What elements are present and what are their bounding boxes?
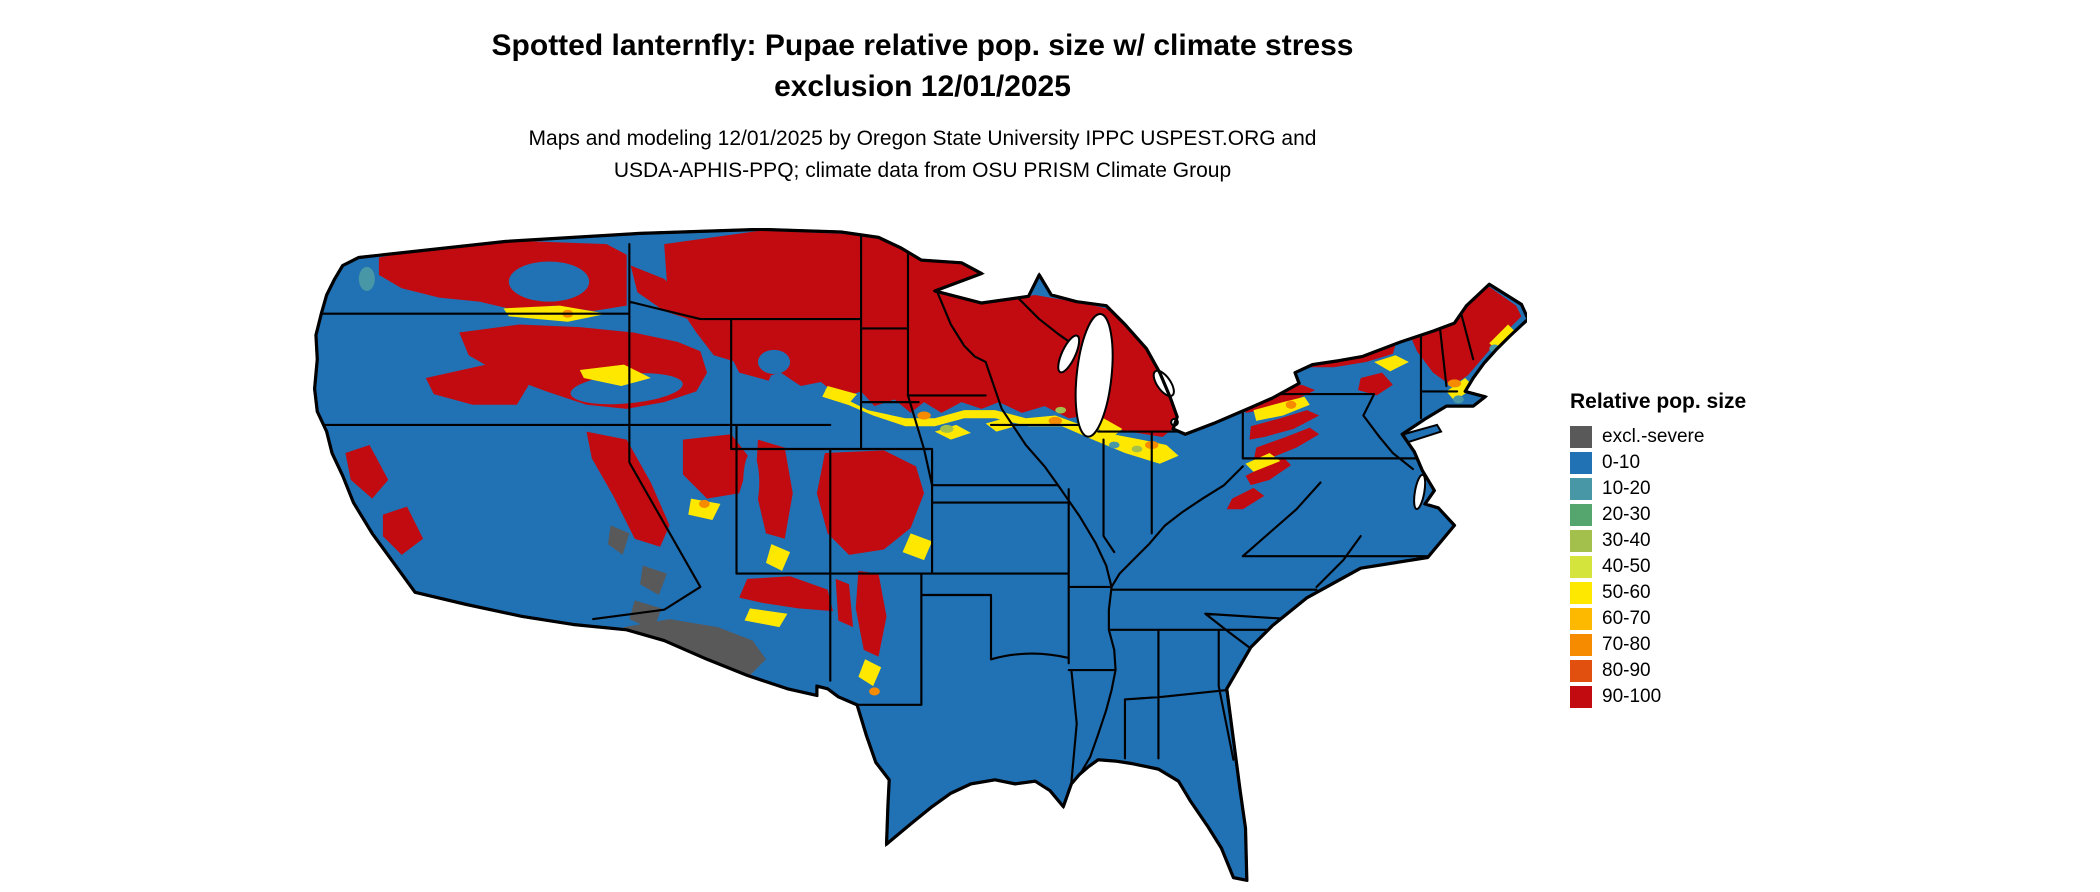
lake-michigan [1074, 313, 1114, 438]
legend-item: 10-20 [1570, 476, 1830, 502]
legend-label: excl.-severe [1602, 426, 1705, 447]
legend: Relative pop. size excl.-severe 0-10 10-… [1570, 390, 1830, 710]
legend-swatch [1570, 660, 1592, 682]
legend-item: excl.-severe [1570, 424, 1830, 450]
map-subtitle: Maps and modeling 12/01/2025 by Oregon S… [0, 123, 1845, 186]
legend-swatch [1570, 686, 1592, 708]
legend-label: 50-60 [1602, 582, 1651, 603]
legend-item: 0-10 [1570, 450, 1830, 476]
legend-swatch [1570, 530, 1592, 552]
zone-90-100 [345, 230, 1522, 657]
zone-excl-severe [607, 525, 766, 679]
conus-outline [312, 228, 1527, 882]
legend-item: 40-50 [1570, 554, 1830, 580]
legend-swatch [1570, 478, 1592, 500]
green-bay [1057, 334, 1081, 374]
zone-50-60 [503, 305, 1519, 687]
legend-item: 60-70 [1570, 606, 1830, 632]
legend-swatch [1570, 452, 1592, 474]
legend-item: 90-100 [1570, 684, 1830, 710]
legend-item: 30-40 [1570, 528, 1830, 554]
zone-0-10-basins [508, 261, 791, 512]
legend-swatch [1570, 426, 1592, 448]
legend-item: 50-60 [1570, 580, 1830, 606]
legend-label: 20-30 [1602, 504, 1651, 525]
subtitle-line-1: Maps and modeling 12/01/2025 by Oregon S… [528, 127, 1317, 150]
legend-item: 80-90 [1570, 658, 1830, 684]
legend-label: 0-10 [1602, 452, 1641, 473]
legend-swatch [1570, 556, 1592, 578]
legend-label: 30-40 [1602, 530, 1651, 551]
page-title-line-2: exclusion 12/01/2025 [774, 69, 1071, 103]
legend-label: 40-50 [1602, 556, 1651, 577]
us-map [312, 228, 1527, 882]
great-lakes [1057, 313, 1427, 511]
zone-30-40 [940, 406, 1143, 453]
subtitle-line-2: USDA-APHIS-PPQ; climate data from OSU PR… [613, 158, 1232, 182]
legend-swatch [1570, 634, 1592, 656]
legend-item: 20-30 [1570, 502, 1830, 528]
zone-70-80 [562, 309, 1462, 696]
legend-title: Relative pop. size [1570, 390, 1747, 413]
legend-swatch [1570, 608, 1592, 630]
legend-label: 80-90 [1602, 660, 1651, 681]
figure-header: Spotted lanternfly: Pupae relative pop. … [0, 26, 1845, 186]
legend-label: 10-20 [1602, 478, 1651, 499]
legend-label: 70-80 [1602, 634, 1651, 655]
legend-label: 60-70 [1602, 608, 1651, 629]
us-map-container [305, 228, 1527, 887]
page-title-line-1: Spotted lanternfly: Pupae relative pop. … [491, 29, 1354, 62]
legend-item: 70-80 [1570, 632, 1830, 658]
chesapeake-bay [1413, 473, 1427, 511]
legend-swatch [1570, 504, 1592, 526]
legend-label: 90-100 [1602, 686, 1662, 707]
legend-swatch [1570, 582, 1592, 604]
